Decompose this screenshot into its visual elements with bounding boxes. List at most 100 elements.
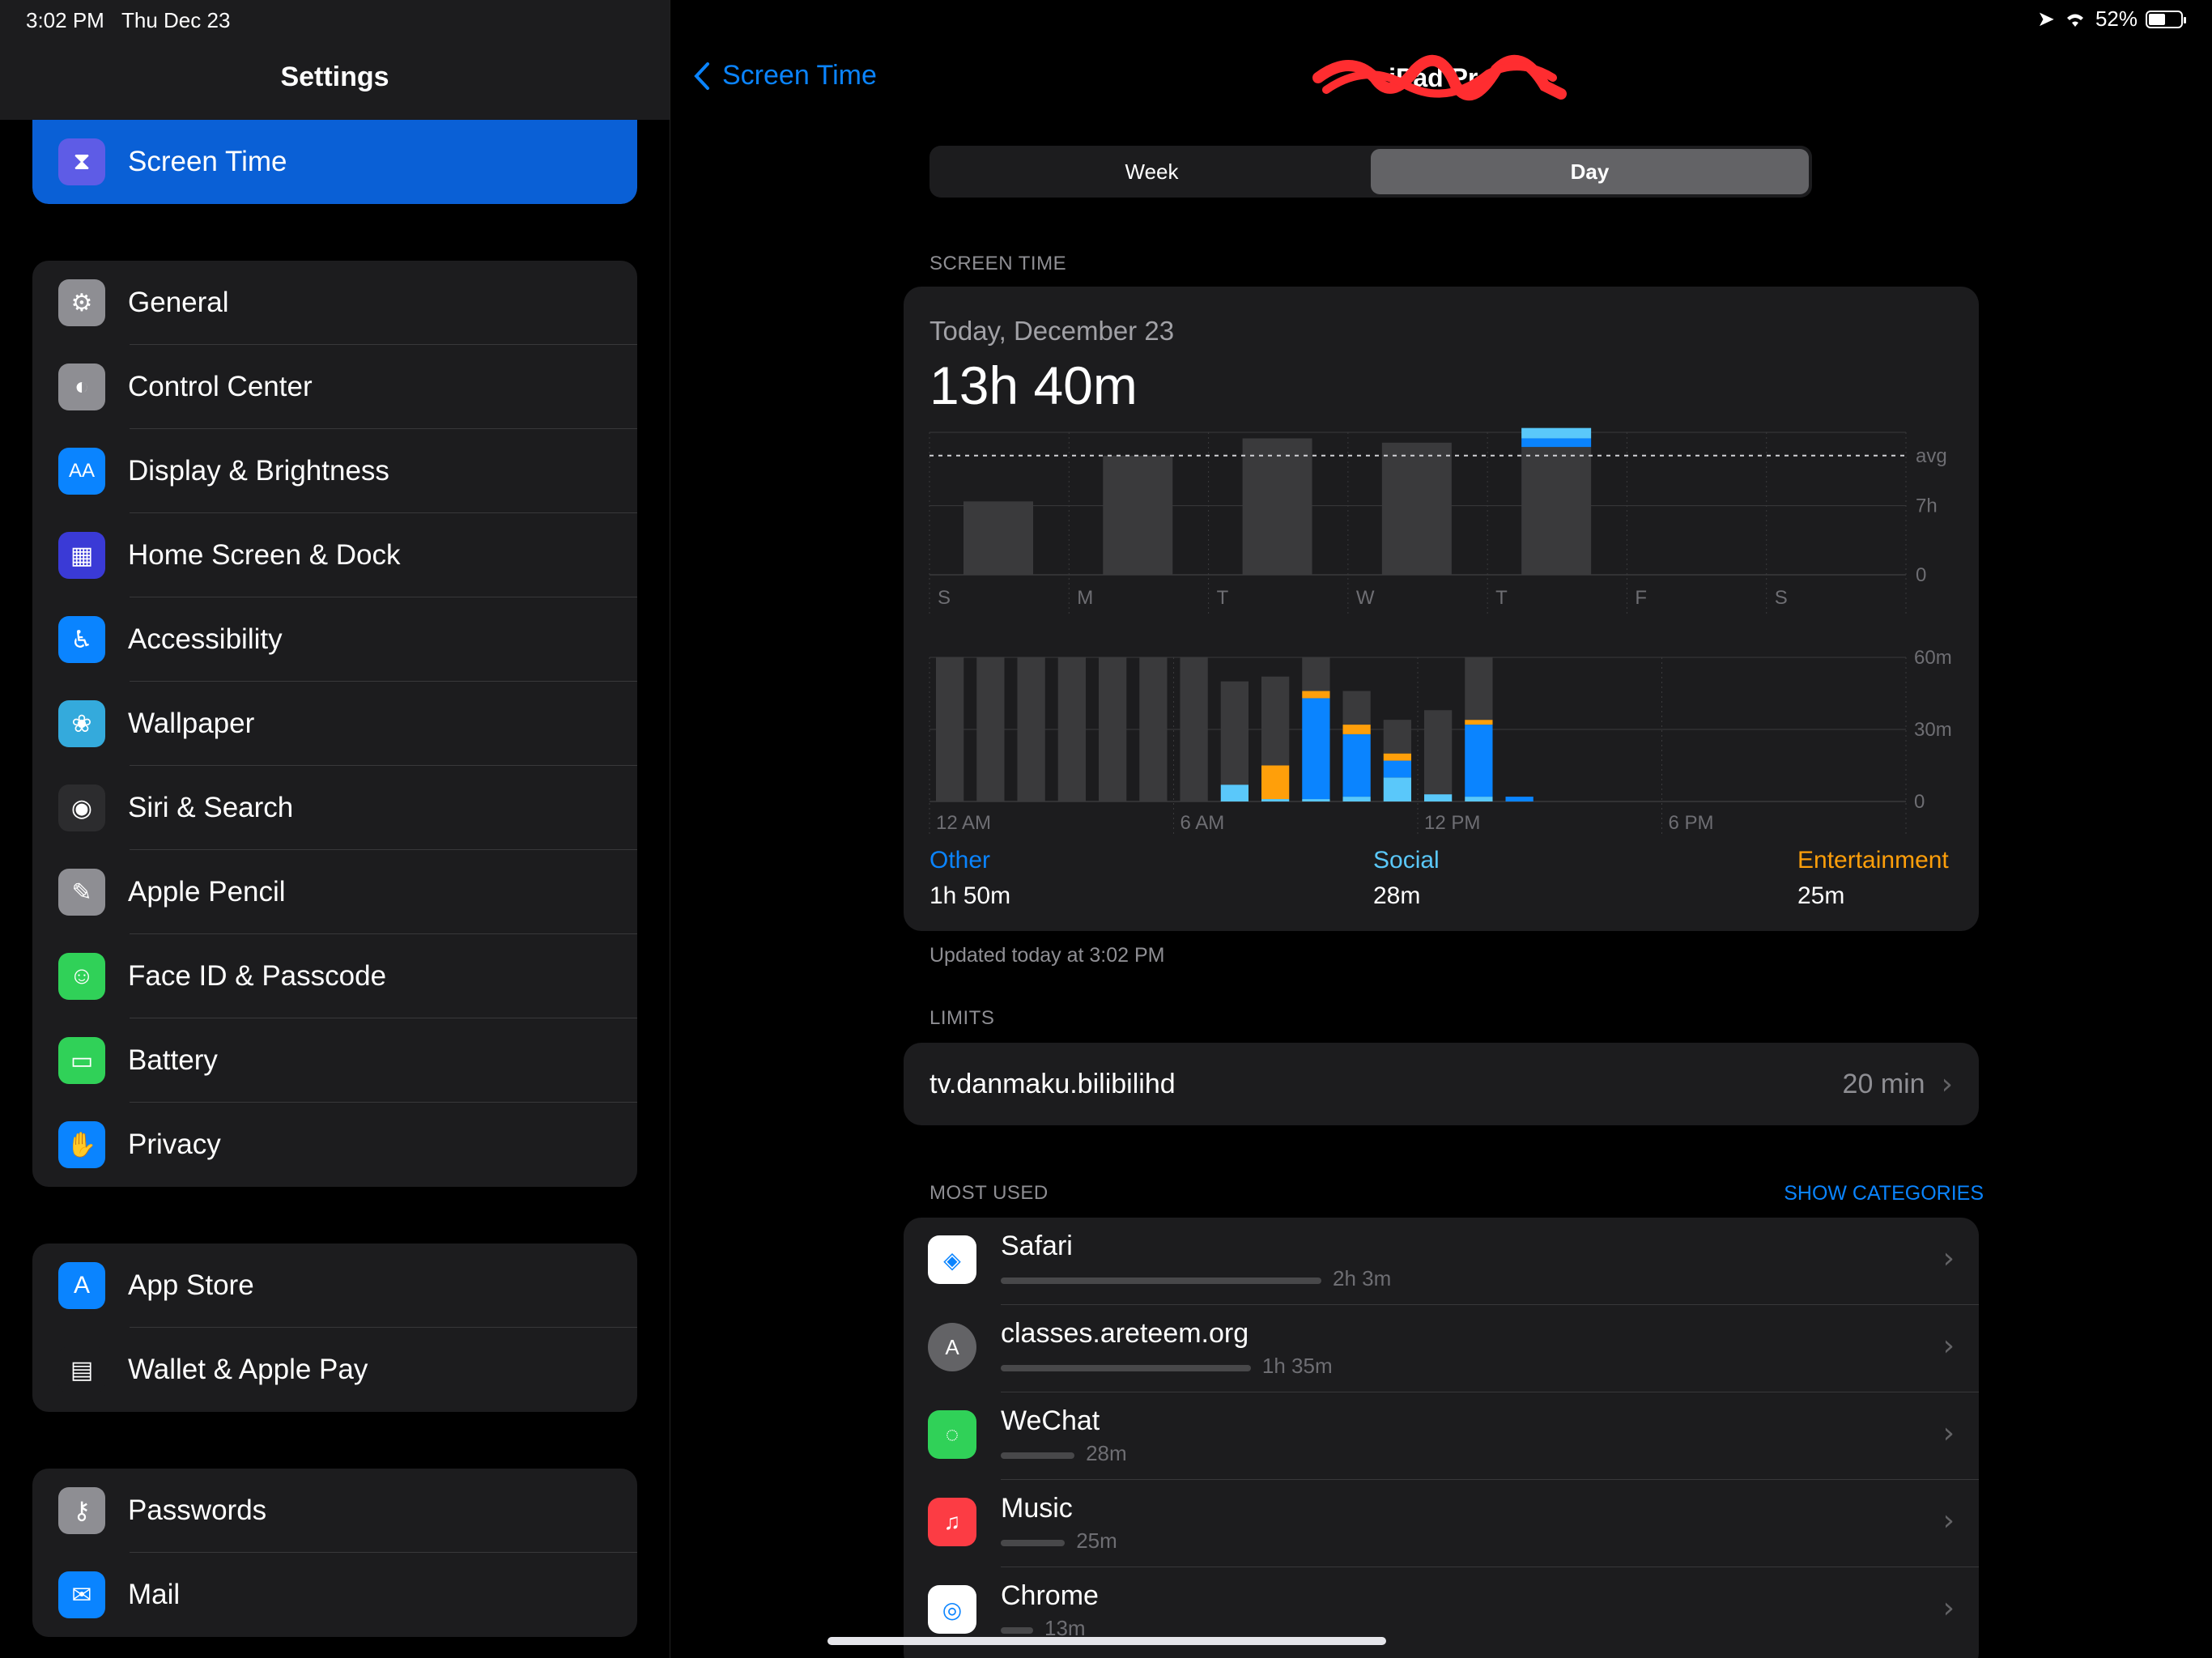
face-id-icon: ☺ bbox=[58, 953, 105, 1000]
flower-icon: ❀ bbox=[58, 700, 105, 747]
week-x-label: S bbox=[1775, 587, 1788, 609]
sidebar-item-siri-search[interactable]: ◉ Siri & Search bbox=[32, 766, 637, 850]
usage-bar bbox=[1001, 1627, 1033, 1634]
app-row-safari[interactable]: ◈ Safari 2h 3m › bbox=[904, 1218, 1979, 1305]
usage-bar bbox=[1001, 1365, 1251, 1371]
hour-bar-social-13 bbox=[1465, 725, 1493, 797]
screen-time-total: 13h 40m bbox=[929, 355, 1138, 415]
category-name: Other bbox=[929, 847, 991, 874]
hour-y-label: 60m bbox=[1914, 647, 1952, 669]
chevron-right-icon: › bbox=[1942, 1592, 1955, 1625]
sidebar-item-accessibility[interactable]: ♿ Accessibility bbox=[32, 597, 637, 682]
sidebar-item-wallpaper[interactable]: ❀ Wallpaper bbox=[32, 682, 637, 766]
hour-bar-gray-12 bbox=[1424, 710, 1453, 795]
app-name: Safari bbox=[1001, 1231, 1073, 1261]
week-x-label: S bbox=[938, 587, 951, 609]
sidebar-item-screen-time[interactable]: ⧗ Screen Time bbox=[32, 120, 637, 204]
hour-bar-social-14 bbox=[1505, 797, 1534, 801]
sidebar-item-wallet-apple-pay[interactable]: ▤ Wallet & Apple Pay bbox=[32, 1328, 637, 1412]
sidebar-item-general[interactable]: ⚙ General bbox=[32, 261, 637, 345]
chevron-right-icon: › bbox=[1941, 1067, 1953, 1101]
sidebar-group-system: ⚙ General ◐ Control Center AA Display & Brigh… bbox=[32, 261, 637, 1187]
hour-bar-gray-13 bbox=[1465, 657, 1493, 721]
text-size-icon: AA bbox=[58, 448, 105, 495]
category-value: 25m bbox=[1797, 882, 1845, 909]
hour-bar-gray-6 bbox=[1180, 657, 1208, 801]
back-label: Screen Time bbox=[722, 60, 877, 91]
sidebar-item-face-id-passcode[interactable]: ☺ Face ID & Passcode bbox=[32, 934, 637, 1018]
most-used-section-label: MOST USED bbox=[929, 1182, 1049, 1204]
sidebar-item-mail[interactable]: ✉ Mail bbox=[32, 1553, 637, 1637]
hour-x-label: 12 PM bbox=[1424, 812, 1480, 834]
sidebar-item-home-screen-dock[interactable]: ▦ Home Screen & Dock bbox=[32, 513, 637, 597]
hour-bar-other-7 bbox=[1220, 784, 1249, 801]
sidebar-item-passwords[interactable]: ⚷ Passwords bbox=[32, 1469, 637, 1553]
sidebar-item-control-center[interactable]: ◐ Control Center bbox=[32, 345, 637, 429]
hour-bar-social-9 bbox=[1302, 698, 1330, 800]
sidebar-item-label: Face ID & Passcode bbox=[128, 960, 387, 992]
battery-status-icon bbox=[2146, 10, 2186, 28]
sidebar-item-app-store[interactable]: A App Store bbox=[32, 1244, 637, 1328]
sidebar-item-privacy[interactable]: ✋ Privacy bbox=[32, 1103, 637, 1187]
category-entertainment: Entertainment 25m bbox=[1797, 847, 1949, 910]
limits-section-label: LIMITS bbox=[929, 1007, 995, 1029]
key-icon: ⚷ bbox=[58, 1487, 105, 1534]
app-name: Chrome bbox=[1001, 1580, 1099, 1611]
limit-value: 20 min bbox=[1842, 1068, 1925, 1099]
hour-bar-gray-9 bbox=[1302, 657, 1330, 691]
home-indicator[interactable] bbox=[827, 1637, 1386, 1645]
hand-icon: ✋ bbox=[58, 1121, 105, 1168]
app-usage-time: 2h 3m bbox=[1333, 1266, 1392, 1290]
hour-bar-other-13 bbox=[1465, 797, 1493, 801]
accessibility-icon: ♿ bbox=[58, 616, 105, 663]
sidebar-item-display-brightness[interactable]: AA Display & Brightness bbox=[32, 429, 637, 513]
week-x-label: T bbox=[1217, 587, 1229, 609]
hour-y-label: 30m bbox=[1914, 719, 1952, 741]
sidebar-item-label: Home Screen & Dock bbox=[128, 539, 401, 571]
segment-week[interactable]: Week bbox=[1125, 159, 1179, 184]
week-bar-entertainment-4 bbox=[1521, 427, 1592, 439]
app-name: classes.areteem.org bbox=[1001, 1318, 1249, 1349]
settings-sidebar: Settings ⧗ Screen Time ⚙ General ◐ Control … bbox=[0, 0, 670, 1658]
week-day-segmented-control[interactable]: Week Day bbox=[929, 146, 1812, 198]
pencil-icon: ✎ bbox=[58, 869, 105, 916]
screen-time-section-label: SCREEN TIME bbox=[929, 253, 1067, 274]
back-button[interactable]: Screen Time bbox=[693, 60, 877, 91]
app-name: Music bbox=[1001, 1493, 1073, 1524]
sidebar-item-label: Passwords bbox=[128, 1494, 267, 1526]
sidebar-item-battery[interactable]: ▭ Battery bbox=[32, 1018, 637, 1103]
status-time: 3:02 PM bbox=[26, 8, 104, 32]
category-other: Other 1h 50m bbox=[929, 847, 1010, 910]
hour-bar-gray-0 bbox=[936, 657, 964, 801]
app-usage-time: 1h 35m bbox=[1261, 1354, 1333, 1378]
segment-day[interactable]: Day bbox=[1371, 149, 1809, 194]
status-date: Thu Dec 23 bbox=[121, 8, 231, 32]
show-categories-link[interactable]: SHOW CATEGORIES bbox=[1784, 1182, 1984, 1205]
chevron-right-icon: › bbox=[1942, 1242, 1955, 1275]
app-row-chrome[interactable]: ◎ Chrome 13m › bbox=[904, 1567, 1979, 1655]
hour-bar-gray-2 bbox=[1017, 657, 1045, 801]
week-bar-other-3 bbox=[1381, 442, 1452, 575]
sidebar-item-label: Mail bbox=[128, 1579, 181, 1610]
usage-bar bbox=[1001, 1452, 1075, 1459]
hour-x-label: 6 PM bbox=[1669, 812, 1714, 834]
category-social: Social 28m bbox=[1373, 847, 1440, 910]
app-row-music[interactable]: ♫ Music 25m › bbox=[904, 1480, 1979, 1567]
week-x-label: F bbox=[1635, 587, 1647, 609]
sidebar-item-label: Screen Time bbox=[128, 146, 287, 177]
hour-bar-entertainment-9 bbox=[1302, 691, 1330, 699]
sidebar-item-label: App Store bbox=[128, 1269, 254, 1301]
week-x-label: W bbox=[1356, 587, 1375, 609]
limit-row[interactable]: tv.danmaku.bilibilihd 20 min › bbox=[904, 1043, 1979, 1125]
redaction-scribble bbox=[1312, 54, 1567, 101]
week-bar-other-4 bbox=[1521, 447, 1592, 575]
sidebar-item-label: Accessibility bbox=[128, 623, 283, 655]
sidebar-item-label: Wallet & Apple Pay bbox=[128, 1354, 368, 1385]
app-row-wechat[interactable]: ◌ WeChat 28m › bbox=[904, 1392, 1979, 1480]
category-name: Entertainment bbox=[1797, 847, 1949, 874]
hour-bar-entertainment-10 bbox=[1342, 725, 1371, 734]
sidebar-item-apple-pencil[interactable]: ✎ Apple Pencil bbox=[32, 850, 637, 934]
